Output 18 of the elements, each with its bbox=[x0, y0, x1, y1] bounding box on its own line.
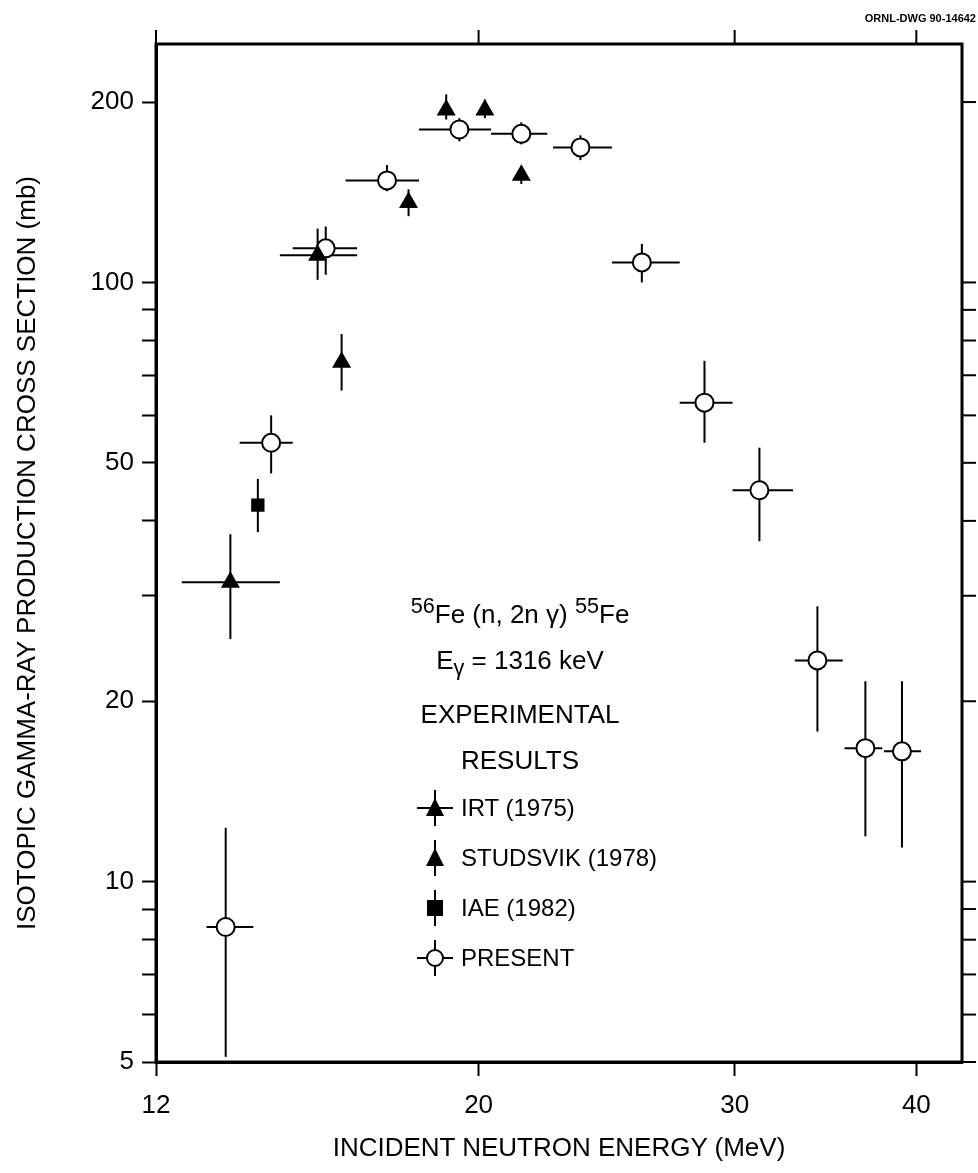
legend-label: PRESENT bbox=[461, 943, 575, 972]
x-tick-label: 40 bbox=[901, 1088, 931, 1119]
x-tick-label: 20 bbox=[464, 1088, 494, 1119]
y-tick-label: 10 bbox=[105, 864, 134, 895]
y-tick-label: 50 bbox=[105, 445, 134, 476]
y-tick-label: 5 bbox=[119, 1045, 134, 1076]
text: ORNL-DWG 90-14642 bbox=[864, 12, 976, 24]
x-tick-label: 12 bbox=[141, 1088, 171, 1119]
x-tick-label: 30 bbox=[720, 1088, 750, 1119]
legend-label: STUDSVIK (1978) bbox=[461, 843, 658, 872]
y-axis-title: ISOTOPIC GAMMA-RAY PRODUCTION CROSS SECTION (mb) bbox=[10, 175, 41, 931]
y-tick-label: 100 bbox=[90, 265, 134, 296]
text: $^{56}$Fe (n, 2n γ) $^{55}$Fe E$_{γ}$ = 1316 keV EXPERIMENTAL RESULTS bbox=[410, 593, 630, 775]
x-axis-title: INCIDENT NEUTRON ENERGY (MeV) bbox=[332, 1131, 786, 1162]
legend-label: IRT (1975) bbox=[461, 793, 575, 822]
y-tick-label: 200 bbox=[90, 85, 134, 116]
y-tick-label: 20 bbox=[105, 684, 134, 715]
legend-label: IAE (1982) bbox=[461, 893, 576, 922]
